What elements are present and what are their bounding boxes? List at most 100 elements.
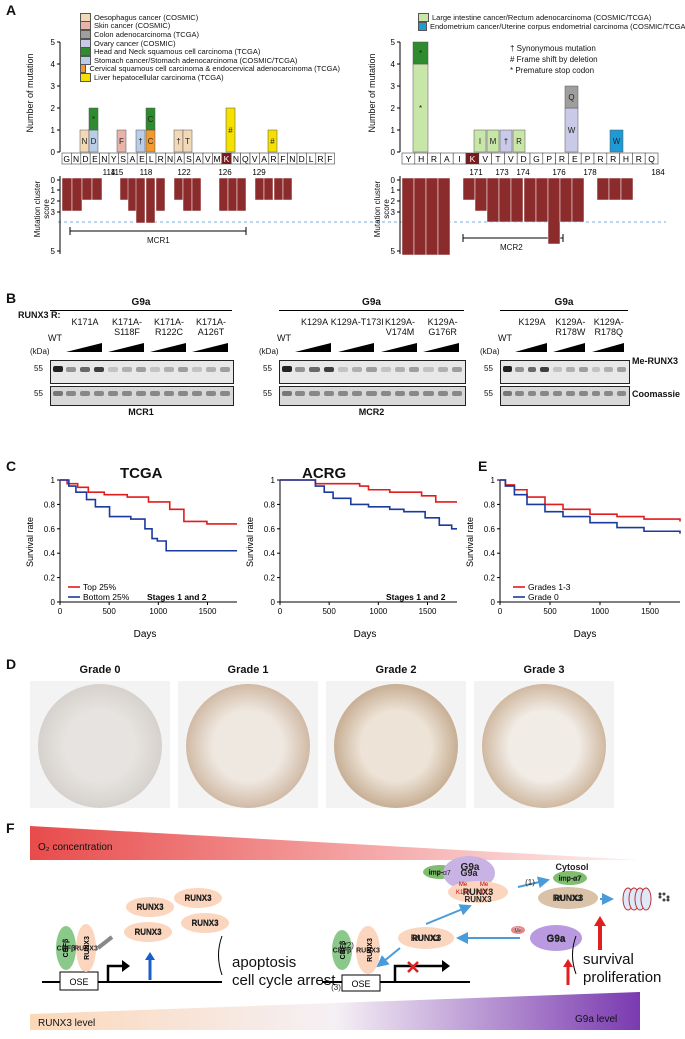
band (380, 391, 391, 396)
runx3-free (174, 888, 222, 908)
cluster-score-bar (282, 177, 293, 201)
bar-letter: R (516, 137, 522, 146)
runx3-bound (356, 926, 380, 974)
legend-swatch (418, 13, 429, 22)
legend-swatch (80, 12, 91, 22)
residue-letter: D (521, 154, 527, 164)
position-label: 173 (495, 168, 509, 177)
mw-label: 55 (484, 389, 493, 398)
ose-box (59, 971, 99, 991)
band (282, 366, 293, 372)
bar-letter: † (138, 137, 142, 146)
residue-letter: R (158, 154, 164, 164)
lane-label: K129A-T173I (330, 317, 384, 327)
peptide-dot (662, 892, 666, 896)
y-tick-label: 0.2 (44, 574, 56, 583)
bar-letter: T (185, 137, 190, 146)
panel-c-label: C (6, 458, 17, 474)
legend-item: Large intestine cancer/Rectum adenocarci… (418, 13, 685, 22)
lane-label: K129A (301, 317, 329, 327)
cluster-score-bar (620, 177, 634, 201)
band (604, 367, 614, 372)
runx3-text: RUNX3 (191, 919, 219, 928)
mutation-bar (512, 129, 526, 153)
band (423, 391, 434, 396)
runx3-mid (398, 927, 454, 949)
cbfb (56, 926, 76, 970)
cbfb-text: CBFβ (57, 945, 76, 952)
imp-a7-free-text: imp-α7 (559, 875, 582, 882)
band (514, 391, 524, 396)
cluster-score-bar (413, 177, 427, 256)
survival-curve (500, 479, 681, 522)
peptide-dot (666, 898, 670, 902)
y-tick-label: 0.6 (44, 525, 56, 534)
x-tick-label: 1500 (199, 607, 217, 616)
mcr1-label: MCR1 (147, 236, 170, 245)
cluster-score-bar (523, 177, 537, 223)
legend-item: Ovary cancer (COSMIC) (80, 38, 340, 48)
residue-letter: N (101, 154, 107, 164)
nuclear-export-arrow (517, 876, 550, 889)
band (514, 367, 524, 372)
runx3-free (181, 913, 229, 933)
dose-triangle (553, 343, 586, 352)
dose-triangle (591, 343, 624, 352)
g9a-free (530, 925, 582, 951)
x-tick-label: 1500 (641, 607, 659, 616)
stages-label: Stages 1 and 2 (386, 592, 446, 602)
lane-label: K129A (518, 317, 546, 327)
runx3-free-text: RUNX3 (136, 903, 164, 912)
residue-letter: E (139, 154, 145, 164)
dose-triangle (108, 343, 144, 352)
residue-letter: A (261, 154, 267, 164)
band (178, 367, 188, 372)
cbfb (332, 930, 352, 970)
legend-text: Large intestine cancer/Rectum adenocarci… (432, 13, 652, 22)
legend-text: Head and Neck squamous cell carcinoma (T… (94, 47, 261, 57)
step-label: (2) (344, 941, 354, 950)
cluster-score-bar (227, 177, 238, 212)
kda-label: (kDa) (259, 347, 279, 356)
band (309, 367, 320, 372)
cluster-score-bar (401, 177, 415, 256)
imp-a7-text: imp-α7 (429, 869, 452, 876)
legend-item: Liver hepatocellular carcinoma (TCGA) (80, 72, 340, 82)
band (108, 367, 118, 372)
position-label: 184 (651, 168, 665, 177)
residue-box (324, 152, 335, 165)
mutation-chart: 0 01 12 23 34 45 50 01 12 23 35 5G N D E N Y S A E L R N A S A V M K… (51, 38, 666, 256)
promoter-arrow (393, 964, 445, 982)
bar-letter: M (490, 137, 497, 146)
residue-box (644, 152, 659, 165)
symbol-notes: † Synonymous mutation # Frame shift by d… (510, 44, 598, 75)
band (66, 367, 76, 372)
panel-e-label: E (478, 458, 488, 474)
g9a-free-text: G9a (547, 933, 566, 944)
residue-letter: L (149, 154, 154, 164)
me-text: Me (515, 928, 522, 934)
residue-letter: A (444, 154, 450, 164)
lane-label: K129A-G176R (427, 317, 458, 337)
y-tick-label: 5 (51, 38, 56, 47)
band (394, 391, 406, 396)
mutation-bar (412, 41, 429, 65)
legend-swatch (80, 21, 91, 31)
y-tick-label: 2 (391, 104, 396, 113)
legend-swatch (80, 47, 91, 57)
y-tick-label: 0.8 (44, 500, 56, 509)
score-tick-label: 3 (391, 208, 396, 217)
bar-letter: I (479, 137, 481, 146)
coomassie-label: Coomassie (632, 389, 681, 399)
ose-box (341, 974, 381, 992)
band (352, 391, 363, 396)
bracket (572, 935, 577, 975)
residue-letter: I (458, 154, 460, 164)
band (604, 391, 614, 396)
cluster-score-bar (254, 177, 265, 201)
band (192, 367, 202, 372)
band (94, 367, 104, 372)
residue-letter: M (214, 154, 221, 164)
bar-letter: W (613, 137, 621, 146)
cytosol-text: Cytosol (555, 862, 588, 872)
